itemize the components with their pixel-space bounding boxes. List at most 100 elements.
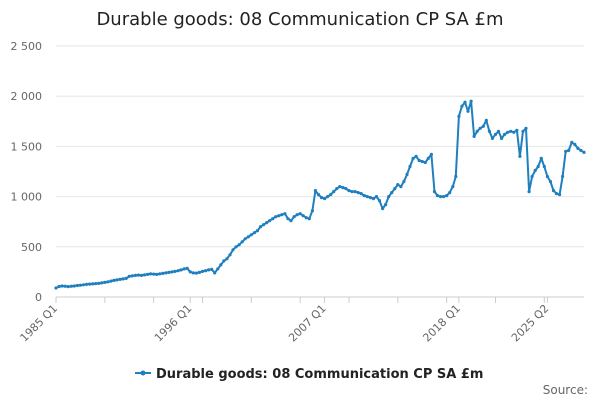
data-point[interactable]	[115, 278, 119, 282]
data-point[interactable]	[472, 134, 476, 138]
data-point[interactable]	[268, 219, 272, 223]
data-point[interactable]	[533, 168, 537, 173]
data-point[interactable]	[539, 156, 543, 160]
data-point[interactable]	[246, 235, 250, 239]
data-point[interactable]	[457, 114, 461, 118]
data-point[interactable]	[323, 197, 327, 201]
data-point[interactable]	[216, 267, 220, 271]
data-point[interactable]	[344, 187, 348, 191]
data-point[interactable]	[411, 156, 415, 160]
data-point[interactable]	[301, 214, 305, 218]
data-point[interactable]	[109, 279, 113, 283]
data-point[interactable]	[139, 273, 144, 277]
data-point[interactable]	[512, 130, 516, 134]
data-point[interactable]	[313, 189, 317, 193]
data-point[interactable]	[371, 197, 375, 201]
data-point[interactable]	[554, 192, 559, 196]
data-point[interactable]	[503, 132, 507, 136]
data-point[interactable]	[567, 148, 571, 152]
data-point[interactable]	[176, 269, 180, 273]
data-point[interactable]	[460, 104, 464, 108]
data-point[interactable]	[500, 136, 504, 140]
data-point[interactable]	[417, 158, 421, 163]
data-point[interactable]	[506, 130, 510, 134]
data-point[interactable]	[164, 271, 168, 275]
data-point[interactable]	[179, 268, 183, 272]
data-point[interactable]	[353, 190, 357, 194]
data-point[interactable]	[377, 199, 382, 203]
data-point[interactable]	[387, 195, 391, 199]
data-point[interactable]	[200, 269, 205, 273]
data-point[interactable]	[81, 283, 86, 287]
data-point[interactable]	[234, 245, 238, 249]
data-point[interactable]	[579, 148, 583, 152]
data-point[interactable]	[362, 194, 366, 198]
data-point[interactable]	[548, 179, 553, 184]
data-point[interactable]	[442, 195, 446, 199]
source-label[interactable]: Source:	[543, 383, 588, 397]
data-point[interactable]	[521, 129, 525, 133]
data-point[interactable]	[283, 212, 287, 216]
data-point[interactable]	[396, 183, 400, 187]
data-point[interactable]	[130, 274, 134, 278]
data-point[interactable]	[213, 271, 217, 275]
data-point[interactable]	[54, 286, 58, 290]
data-point[interactable]	[161, 271, 165, 275]
data-point[interactable]	[103, 280, 107, 284]
data-point[interactable]	[252, 231, 256, 235]
data-point[interactable]	[295, 213, 299, 217]
data-point[interactable]	[255, 229, 259, 233]
data-point[interactable]	[335, 187, 339, 191]
data-point[interactable]	[399, 185, 403, 189]
data-point[interactable]	[142, 273, 147, 277]
data-point[interactable]	[381, 207, 385, 211]
data-point[interactable]	[582, 150, 586, 154]
data-point[interactable]	[222, 259, 226, 263]
data-point[interactable]	[576, 146, 580, 150]
data-point[interactable]	[210, 267, 214, 271]
data-point[interactable]	[258, 225, 263, 229]
data-point[interactable]	[393, 187, 397, 191]
data-point[interactable]	[91, 282, 95, 286]
data-point[interactable]	[326, 195, 330, 199]
data-point[interactable]	[524, 126, 528, 130]
data-point[interactable]	[374, 195, 379, 199]
data-point[interactable]	[310, 209, 314, 213]
data-point[interactable]	[225, 257, 229, 261]
data-point[interactable]	[542, 164, 546, 169]
data-point[interactable]	[316, 193, 321, 197]
data-point[interactable]	[429, 152, 433, 156]
data-point[interactable]	[469, 99, 473, 103]
data-point[interactable]	[402, 179, 406, 184]
data-point[interactable]	[57, 284, 61, 289]
data-point[interactable]	[451, 185, 455, 189]
data-point[interactable]	[136, 273, 140, 277]
data-point[interactable]	[445, 194, 449, 198]
data-point[interactable]	[466, 109, 470, 113]
data-point[interactable]	[420, 159, 424, 164]
data-point[interactable]	[487, 129, 491, 133]
data-point[interactable]	[359, 192, 363, 196]
data-point[interactable]	[570, 140, 574, 144]
data-point[interactable]	[368, 196, 372, 200]
data-point[interactable]	[338, 185, 342, 189]
data-point[interactable]	[133, 273, 137, 277]
data-point[interactable]	[249, 233, 253, 237]
data-point[interactable]	[454, 174, 458, 179]
data-point[interactable]	[75, 283, 79, 288]
data-point[interactable]	[124, 276, 128, 280]
data-point[interactable]	[152, 272, 156, 276]
data-point[interactable]	[307, 217, 311, 221]
data-point[interactable]	[100, 281, 104, 285]
data-point[interactable]	[463, 100, 467, 104]
data-point[interactable]	[155, 272, 159, 276]
data-point[interactable]	[203, 269, 208, 273]
data-point[interactable]	[289, 219, 293, 223]
data-point[interactable]	[292, 215, 296, 219]
data-point[interactable]	[84, 282, 89, 286]
data-point[interactable]	[319, 196, 324, 200]
data-point[interactable]	[228, 253, 232, 257]
data-point[interactable]	[448, 191, 452, 195]
data-point[interactable]	[106, 280, 110, 284]
data-point[interactable]	[280, 213, 284, 217]
